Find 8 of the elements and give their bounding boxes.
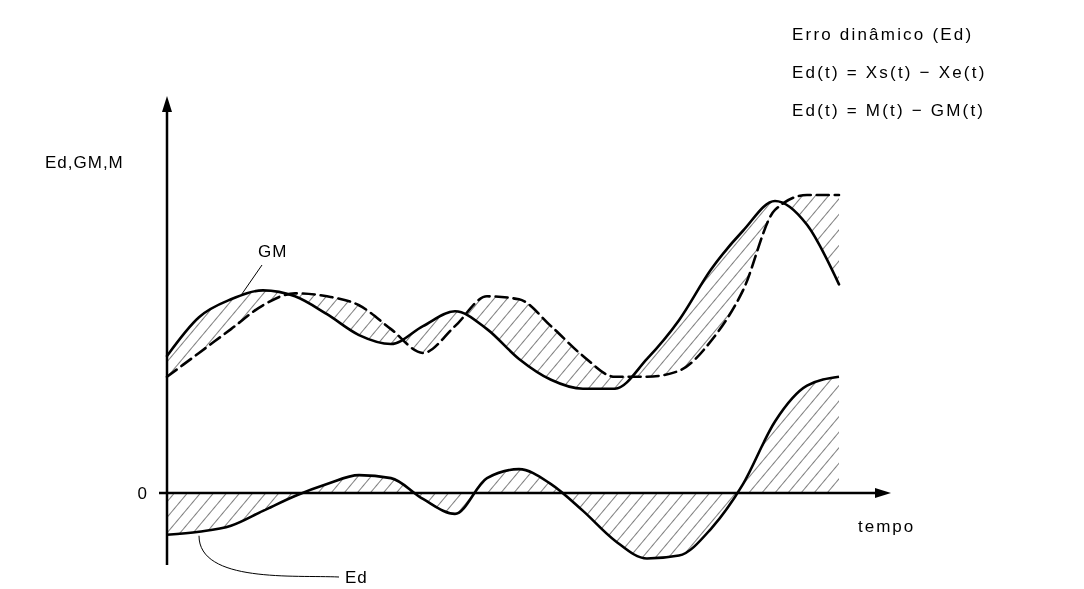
text: 0 [137, 483, 147, 503]
text: Ed(t) = Xs(t) − Xe(t) [792, 63, 987, 82]
text: Erro dinâmico (Ed) [792, 25, 974, 44]
x-axis-title: tempo [858, 517, 916, 536]
text: Ed [345, 568, 368, 587]
series-label: GM [258, 242, 288, 261]
text: Ed(t) = M(t) − GM(t) [792, 101, 986, 120]
y-axis-title: Ed,GM,M [45, 153, 124, 172]
